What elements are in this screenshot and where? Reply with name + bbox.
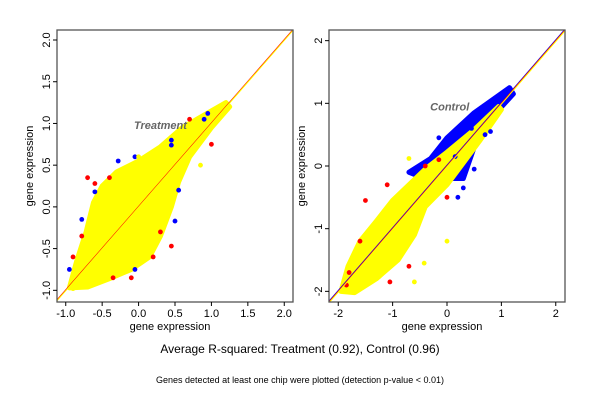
data-point	[460, 185, 466, 191]
data-point	[406, 263, 412, 269]
x-tick-label: -1	[388, 308, 398, 320]
data-point	[455, 194, 461, 200]
reference-line	[57, 30, 293, 302]
data-point	[136, 154, 141, 160]
data-point	[172, 218, 178, 224]
data-point	[79, 216, 85, 222]
panel-treatment: -1.0 -0.5 0.0 0.5 1.0 1.5 2.0 -1.0 -0.5 0.0 0.5 1.0…	[24, 29, 294, 333]
y-tick-label: 0.5	[41, 158, 53, 173]
data-point	[471, 166, 477, 172]
x-tick-label: 1	[498, 308, 504, 320]
reference-line	[329, 30, 565, 302]
data-point	[92, 189, 98, 195]
data-point	[346, 270, 352, 275]
data-point	[209, 141, 214, 147]
data-point	[132, 154, 138, 160]
data-point	[70, 254, 76, 260]
data-point	[421, 260, 427, 266]
data-point	[444, 238, 450, 244]
data-point	[469, 125, 474, 131]
x-tick-label: 1.0	[204, 308, 219, 320]
plot-area	[329, 30, 565, 302]
data-point	[436, 135, 442, 141]
panel-label: Control	[430, 101, 470, 113]
panel-control: -2 -1 0 1 2 -2 -1 0 1 2 gene expression gene expres…	[296, 29, 566, 333]
data-point	[128, 275, 134, 281]
reference-line	[329, 30, 565, 302]
data-point	[363, 198, 368, 203]
data-point	[201, 116, 207, 122]
data-point	[387, 279, 393, 285]
y-axis-label: gene expression	[24, 126, 36, 207]
x-axis-label: gene expression	[402, 321, 483, 333]
data-point	[168, 137, 174, 143]
data-point	[85, 175, 90, 181]
x-tick-label: -1.0	[56, 308, 75, 320]
x-axis-label: gene expression	[130, 321, 211, 333]
caption: Average R-squared: Treatment (0.92), Con…	[160, 342, 440, 356]
plot-area	[57, 30, 293, 302]
y-tick-label: 2	[313, 38, 325, 44]
x-tick-label: -0.5	[93, 308, 112, 320]
y-tick-label: 1	[313, 100, 325, 106]
data-point	[168, 243, 174, 249]
data-point	[176, 187, 182, 193]
data-point	[79, 233, 85, 239]
data-point	[85, 275, 90, 281]
data-point	[92, 181, 98, 186]
x-tick-label: 2	[553, 308, 559, 320]
data-point	[115, 158, 121, 164]
x-tick-label: 0.5	[167, 308, 182, 320]
data-point	[488, 129, 493, 134]
data-point	[198, 162, 203, 168]
data-point	[70, 286, 76, 292]
data-point	[176, 175, 182, 181]
reference-line	[57, 30, 293, 301]
x-tick-label: 0	[444, 308, 450, 320]
y-tick-label: 0.0	[41, 199, 53, 214]
data-point	[422, 163, 428, 169]
reference-line	[329, 30, 565, 302]
data-point	[110, 275, 116, 281]
data-point	[384, 182, 390, 188]
x-tick-label: -2	[333, 308, 343, 320]
data-point	[205, 111, 211, 116]
panel-label: Treatment	[134, 120, 188, 132]
data-point	[168, 142, 174, 148]
data-point	[357, 238, 363, 244]
y-tick-label: 1.0	[41, 116, 53, 131]
y-tick-label: -1.0	[41, 281, 53, 300]
y-tick-label: -2	[313, 286, 325, 296]
data-point	[158, 229, 163, 235]
data-point	[390, 232, 396, 238]
data-point	[411, 166, 417, 172]
y-tick-label: 1.5	[41, 74, 53, 89]
data-point	[406, 156, 412, 161]
y-axis-label: gene expression	[296, 126, 308, 207]
data-point	[436, 157, 442, 163]
y-tick-label: -1	[313, 224, 325, 234]
x-tick-label: 2.0	[277, 308, 292, 320]
dense-cloud	[338, 103, 504, 296]
data-point	[444, 194, 450, 200]
data-point	[66, 267, 72, 272]
data-point	[482, 132, 488, 138]
data-point	[107, 175, 112, 181]
y-tick-label: -0.5	[41, 239, 53, 258]
x-tick-label: 0.0	[131, 308, 146, 320]
footnote: Genes detected at least one chip were pl…	[156, 375, 444, 385]
data-point	[132, 267, 138, 272]
x-tick-label: 1.5	[240, 308, 255, 320]
y-tick-label: 0	[313, 163, 325, 169]
data-point	[187, 116, 192, 122]
data-point	[150, 254, 156, 260]
data-point	[411, 279, 417, 285]
y-tick-label: 2.0	[41, 32, 53, 47]
